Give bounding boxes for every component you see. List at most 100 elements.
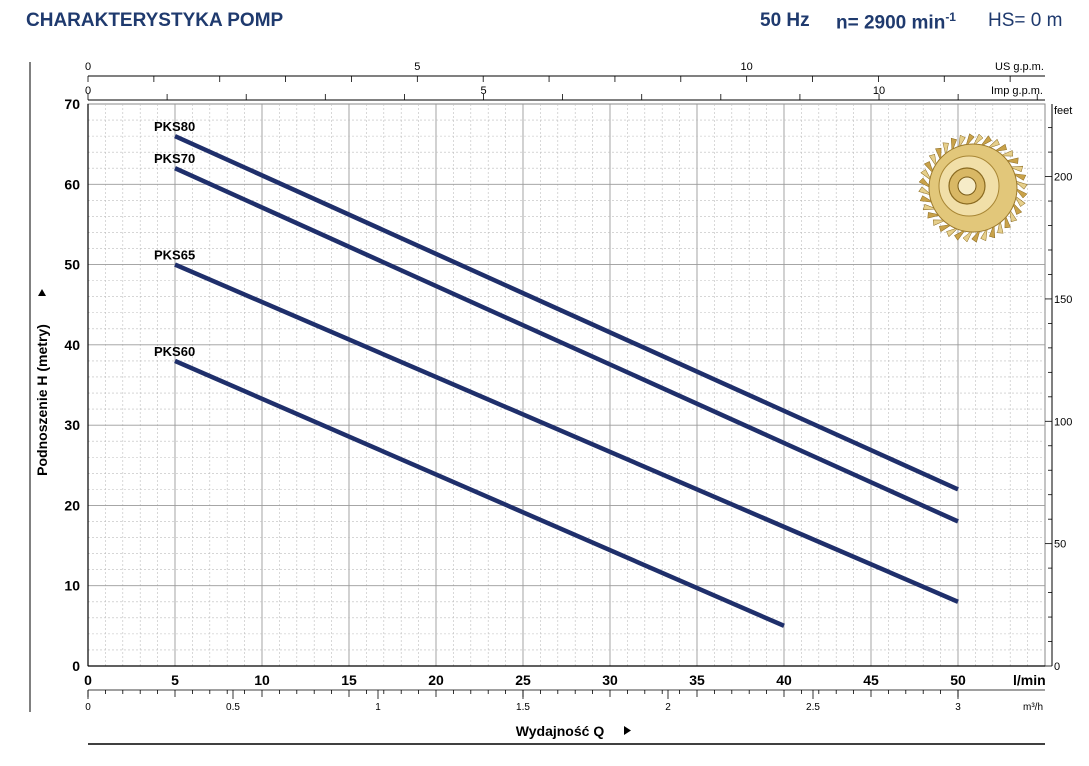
- impeller-blade: [919, 195, 934, 203]
- impeller-blade: [942, 142, 949, 156]
- series-line-pks65: [174, 262, 959, 604]
- m3h-tick-label: 3: [955, 702, 961, 713]
- speed-value: n= 2900 min: [836, 12, 946, 34]
- impeller-blade: [962, 229, 974, 243]
- feet-unit-label: feet: [1054, 105, 1072, 117]
- impeller-blade: [997, 220, 1004, 234]
- x-tick-label: 45: [863, 672, 879, 688]
- m3h-tick-label: 1: [375, 702, 381, 713]
- y-tick-label: 50: [64, 257, 80, 273]
- series-line-pks80: [174, 134, 959, 492]
- feet-tick-label: 200: [1054, 172, 1072, 184]
- impeller-blade: [1012, 202, 1023, 215]
- x-tick-label: 50: [950, 672, 966, 688]
- impeller-blade: [1014, 195, 1026, 207]
- y-tick-label: 30: [64, 417, 80, 433]
- impeller-bore: [957, 176, 977, 196]
- feet-tick-label: 150: [1054, 294, 1072, 306]
- y-tick-label: 40: [64, 337, 80, 353]
- x-tick-label: 25: [515, 672, 531, 688]
- impeller-blade: [918, 186, 932, 196]
- impeller-image: [918, 133, 1028, 243]
- imp-gpm-tick-label: 10: [873, 85, 885, 97]
- impeller-blade: [987, 138, 1000, 149]
- m3h-tick-label: 2.5: [806, 702, 820, 713]
- imp-gpm-unit-label: Imp g.p.m.: [991, 85, 1043, 97]
- series-line-pks60: [174, 358, 785, 628]
- impeller-blade: [935, 147, 942, 162]
- impeller-blade: [1014, 180, 1028, 190]
- x-tick-label: 40: [776, 672, 792, 688]
- impeller-blade: [1005, 157, 1019, 164]
- x-unit-label: l/min: [1013, 672, 1046, 688]
- feet-tick-label: 50: [1054, 539, 1066, 551]
- x-tick-label: 30: [602, 672, 618, 688]
- axes: 0 5 10 15 20 25 30 35 40 45 500 0.5 1 1.5 2 2.5 30102030…: [64, 61, 1072, 713]
- feet-tick-label: 0: [1054, 661, 1060, 673]
- impeller-blade: [939, 224, 953, 233]
- y-tick-label: 20: [64, 497, 80, 513]
- m3h-tick-label: 0: [85, 702, 91, 713]
- impeller-blade: [928, 154, 937, 168]
- impeller-blade: [950, 137, 957, 152]
- x-tick-label: 35: [689, 672, 705, 688]
- us-gpm-tick-label: 5: [414, 61, 420, 73]
- impeller-blade: [920, 169, 932, 181]
- imp-gpm-tick-label: 0: [85, 85, 91, 97]
- impeller-blade: [1004, 214, 1011, 229]
- imp-gpm-tick-label: 5: [480, 85, 486, 97]
- x-tick-label: 20: [428, 672, 444, 688]
- impeller-blade: [971, 229, 981, 243]
- page-title: CHARAKTERYSTYKA POMP: [26, 10, 284, 31]
- us-gpm-tick-label: 10: [741, 61, 753, 73]
- impeller-blade: [932, 219, 947, 226]
- x-axis-arrow-icon: [624, 726, 631, 735]
- x-axis-title: Wydajność Q: [516, 723, 605, 739]
- speed-label: n= 2900 min-1: [836, 10, 956, 34]
- impeller-blade: [1009, 165, 1024, 172]
- impeller-blade: [946, 227, 959, 238]
- feet-tick-label: 100: [1054, 416, 1072, 428]
- impeller-blade: [927, 212, 941, 219]
- impeller-blade: [1014, 187, 1028, 199]
- y-tick-label: 70: [64, 96, 80, 112]
- y-axis-title: Podnoszenie H (metry): [34, 324, 50, 476]
- us-gpm-unit-label: US g.p.m.: [995, 61, 1044, 73]
- frequency-label: 50 Hz: [760, 10, 810, 31]
- impeller-blade: [980, 135, 992, 147]
- series-label-pks65: PKS65: [154, 248, 195, 263]
- x-tick-label: 10: [254, 672, 270, 688]
- impeller-blade: [965, 133, 975, 147]
- x-tick-label: 0: [84, 672, 92, 688]
- series-label-pks70: PKS70: [154, 151, 195, 166]
- m3h-tick-label: 2: [665, 702, 671, 713]
- x-tick-label: 5: [171, 672, 179, 688]
- impeller-blade: [918, 177, 932, 189]
- series-lines: PKS80 PKS70 PKS65 PKS60: [154, 119, 959, 628]
- impeller-blade: [1012, 173, 1027, 181]
- x-tick-label: 15: [341, 672, 357, 688]
- speed-exponent: -1: [945, 10, 956, 24]
- series-label-pks80: PKS80: [154, 119, 195, 134]
- m3h-tick-label: 1.5: [516, 702, 530, 713]
- y-tick-label: 0: [72, 658, 80, 674]
- impeller-blade: [972, 133, 984, 147]
- y-axis-arrow-icon: [38, 289, 46, 296]
- impeller-blade: [954, 229, 966, 241]
- impeller-blade: [922, 204, 937, 211]
- impeller-blade: [999, 150, 1014, 157]
- m3h-tick-label: 0.5: [226, 702, 240, 713]
- impeller-blade: [958, 134, 966, 149]
- series-line-pks70: [174, 166, 959, 524]
- hs-label: HS= 0 m: [988, 10, 1063, 31]
- impeller-blade: [993, 143, 1007, 152]
- y-tick-label: 10: [64, 578, 80, 594]
- impeller-blade: [923, 161, 934, 174]
- us-gpm-tick-label: 0: [85, 61, 91, 73]
- impeller-blade: [980, 227, 988, 242]
- impeller-blade: [989, 224, 996, 239]
- series-label-pks60: PKS60: [154, 344, 195, 359]
- y-tick-label: 60: [64, 176, 80, 192]
- impeller-blade: [1009, 208, 1018, 222]
